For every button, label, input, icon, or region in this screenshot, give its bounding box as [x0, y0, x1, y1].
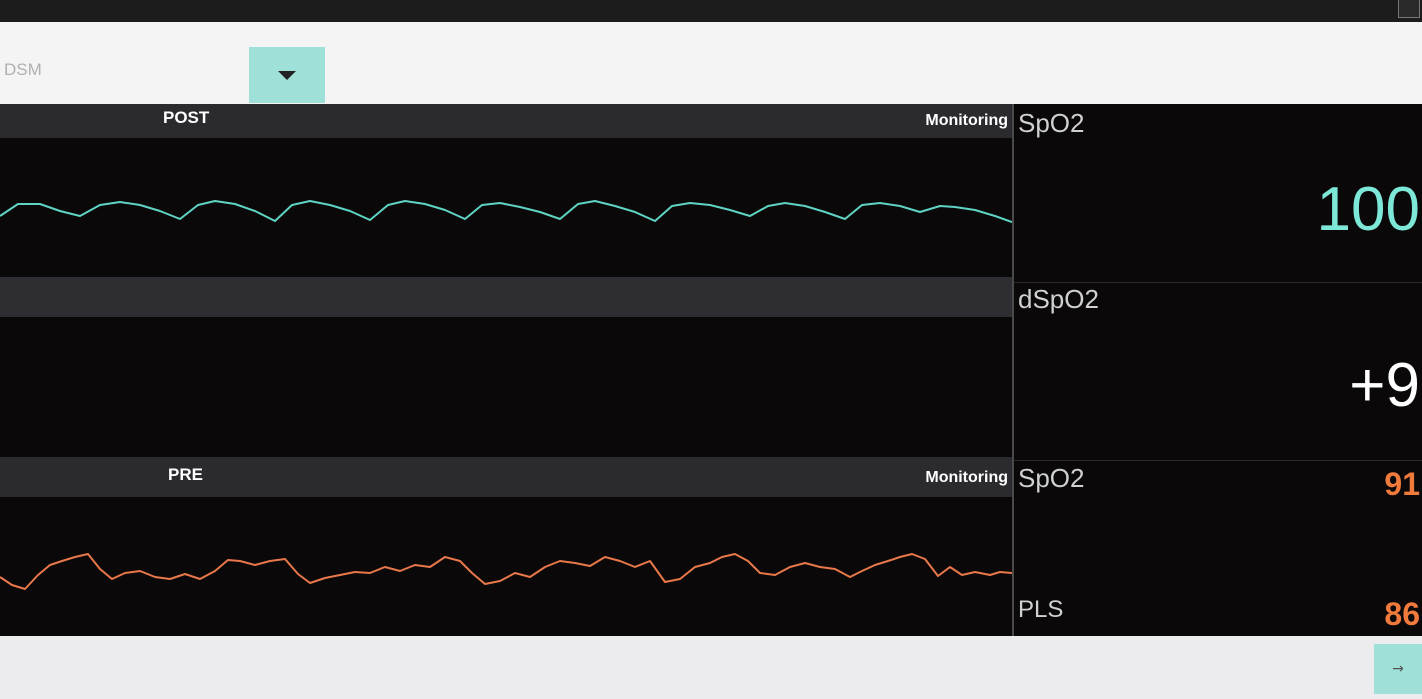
post-channel-title: POST: [163, 108, 210, 127]
window-corner-button[interactable]: [1398, 0, 1420, 18]
post-monitoring-status: Monitoring: [925, 112, 1008, 129]
spo2-post-value: 100: [1316, 175, 1420, 244]
next-button[interactable]: →: [1374, 644, 1422, 694]
pre-waveform: [0, 553, 1012, 590]
delta-header: [0, 277, 1012, 317]
mode-selector-bar: DSM: [0, 22, 1422, 104]
pre-pleth-trace: [0, 553, 1012, 590]
spo2-pre-label: SpO2: [1018, 463, 1085, 493]
parameter-column: SpO2 100 dSpO2 +9 SpO2 91 PLS 86: [1012, 104, 1422, 636]
pre-waveform-panel: PRE Monitoring: [0, 457, 1012, 636]
window-top-bar: [0, 0, 1422, 24]
dspo2-value: +9: [1349, 351, 1420, 420]
pls-label: PLS: [1018, 596, 1064, 623]
spo2-post-label: SpO2: [1018, 108, 1085, 138]
post-waveform: [0, 200, 1012, 223]
post-waveform-panel: POST Monitoring: [0, 104, 1012, 277]
dspo2-label: dSpO2: [1018, 284, 1099, 314]
mode-dropdown-button[interactable]: [249, 47, 325, 103]
monitor-display: POST Monitoring PRE Monitoring SpO2 100 …: [0, 104, 1422, 636]
pls-value: 86: [1384, 596, 1420, 632]
post-header: POST Monitoring: [0, 104, 1012, 138]
parameter-divider: [1014, 282, 1422, 283]
delta-waveform-panel: [0, 277, 1012, 457]
mode-select-value[interactable]: DSM: [4, 60, 42, 79]
pre-header: PRE Monitoring: [0, 457, 1012, 497]
pre-monitoring-status: Monitoring: [925, 469, 1008, 486]
arrow-right-icon: →: [1392, 661, 1404, 677]
parameter-divider: [1014, 460, 1422, 461]
pre-channel-title: PRE: [168, 465, 203, 484]
caret-down-icon: [278, 70, 296, 80]
post-pleth-trace: [0, 200, 1012, 223]
spo2-pre-value: 91: [1384, 466, 1420, 502]
footer-bar: [0, 636, 1422, 699]
